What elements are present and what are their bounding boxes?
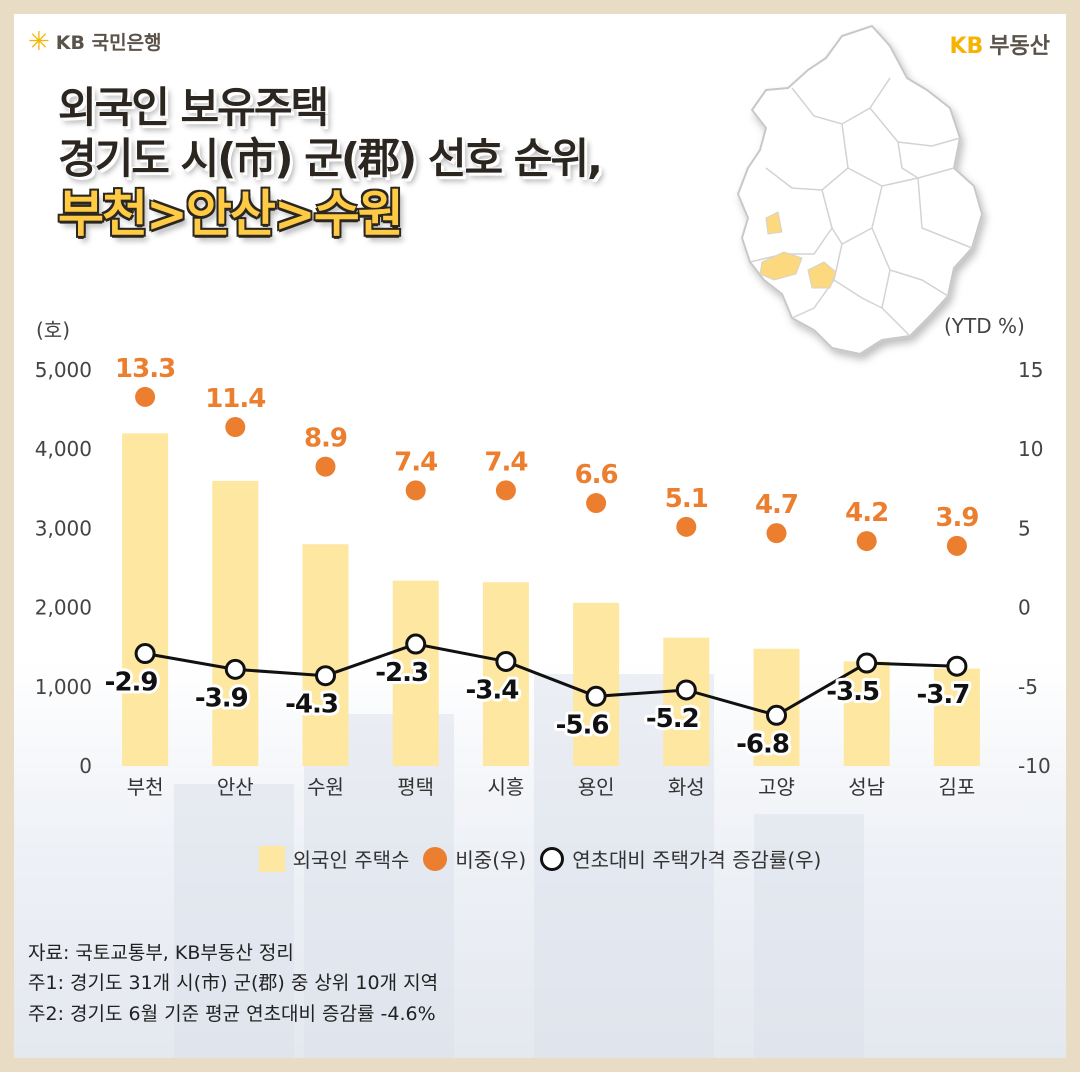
category-label: 부천 — [127, 775, 164, 799]
right-axis-tick-label: -5 — [1018, 675, 1038, 699]
bar-4 — [392, 580, 439, 766]
kb-realestate-logo: KB 부동산 — [949, 34, 1050, 59]
kb-star-icon: ✳ — [28, 26, 50, 57]
share-data-label: 4.7 — [755, 490, 798, 520]
footnote-1: 주1: 경기도 31개 시(市) 군(郡) 중 상위 10개 지역 — [28, 972, 439, 995]
bar-6 — [573, 602, 620, 766]
background-building — [304, 714, 454, 1058]
category-label: 수원 — [307, 775, 344, 799]
bar-1 — [122, 433, 169, 766]
share-dot-6 — [586, 493, 607, 514]
background-building — [174, 784, 294, 1058]
right-axis-tick-label: 10 — [1018, 437, 1043, 461]
share-dot-4 — [405, 480, 426, 501]
left-axis-tick-label: 5,000 — [35, 358, 92, 382]
share-dot-2 — [225, 417, 246, 438]
kb-bank-logo: ✳ KB 국민은행 — [28, 26, 162, 57]
price-change-marker-1 — [134, 643, 156, 665]
price-change-line — [144, 642, 957, 717]
price-change-data-label: -2.9 — [105, 668, 158, 698]
headline-line-3: 부천>안산>수원 — [58, 185, 404, 244]
share-dot-10 — [946, 535, 967, 556]
gyeonggi-map — [736, 24, 984, 356]
price-change-marker-10 — [946, 655, 968, 677]
category-label: 성남 — [848, 775, 885, 799]
price-change-marker-5 — [495, 650, 517, 672]
share-data-label: 3.9 — [935, 503, 978, 533]
price-change-data-label: -3.4 — [465, 675, 518, 705]
right-axis-tick-label: -10 — [1018, 754, 1051, 778]
price-change-data-label: -3.5 — [826, 677, 879, 707]
left-axis-unit: (호) — [36, 318, 71, 342]
bar-7 — [663, 637, 710, 766]
right-axis-tick-label: 0 — [1018, 596, 1031, 620]
background-building — [754, 814, 864, 1058]
left-axis-tick-label: 4,000 — [35, 437, 92, 461]
bar-9 — [843, 661, 890, 766]
category-label: 평택 — [397, 775, 434, 799]
price-change-data-label: -2.3 — [375, 658, 428, 688]
share-data-label: 5.1 — [665, 484, 708, 514]
chart-legend: 외국인 주택수 비중(우) 연초대비 주택가격 증감률(우) — [14, 844, 1066, 873]
share-data-label: 11.4 — [205, 384, 265, 414]
legend-ring-swatch — [540, 846, 565, 871]
infographic-card: ✳ KB 국민은행 KB 부동산 외국 — [14, 14, 1066, 1058]
price-change-marker-4 — [405, 633, 427, 655]
price-change-marker-8 — [766, 704, 787, 726]
price-change-data-label: -3.9 — [195, 683, 248, 713]
category-label: 시흥 — [487, 775, 524, 799]
headline-line-1: 외국인 보유주택 — [58, 83, 329, 132]
footnotes: 자료: 국토교통부, KB부동산 정리 주1: 경기도 31개 시(市) 군(郡… — [28, 938, 438, 1029]
left-axis-tick-label: 2,000 — [35, 596, 92, 620]
right-axis-tick-label: 15 — [1018, 358, 1043, 382]
right-axis-unit: (YTD %) — [944, 314, 1025, 338]
share-data-label: 8.9 — [304, 424, 347, 454]
price-change-marker-3 — [315, 665, 336, 687]
price-change-data-label: -5.2 — [646, 704, 699, 734]
left-axis-tick-label: 1,000 — [35, 675, 92, 699]
price-change-marker-9 — [856, 652, 878, 674]
category-label: 안산 — [217, 775, 254, 799]
share-dot-9 — [856, 531, 877, 552]
price-change-marker-7 — [675, 679, 697, 701]
share-data-label: 7.4 — [394, 447, 437, 477]
category-label: 고양 — [758, 775, 795, 799]
share-data-label: 4.2 — [845, 498, 888, 528]
bar-2 — [212, 480, 259, 766]
share-data-label: 13.3 — [115, 354, 175, 384]
share-dot-7 — [676, 516, 697, 537]
footnote-2: 주2: 경기도 6월 기준 평균 연초대비 증감률 -4.6% — [28, 1002, 436, 1025]
headline: 외국인 보유주택 경기도 시(市) 군(郡) 선호 순위, 부천>안산>수원 — [58, 82, 603, 245]
left-axis-tick-label: 3,000 — [35, 516, 92, 540]
bar-10 — [933, 668, 980, 766]
legend-item-share: 비중(우) — [423, 844, 526, 873]
share-dot-8 — [766, 523, 787, 544]
footnote-source: 자료: 국토교통부, KB부동산 정리 — [28, 942, 294, 964]
bar-5 — [482, 582, 529, 766]
share-dot-5 — [495, 480, 516, 501]
legend-item-housing-count: 외국인 주택수 — [258, 844, 409, 873]
category-label: 용인 — [578, 775, 615, 799]
price-change-data-label: -5.6 — [556, 710, 609, 740]
left-axis-tick-label: 0 — [79, 754, 92, 778]
price-change-marker-2 — [224, 658, 246, 680]
share-dot-3 — [315, 456, 336, 477]
legend-dot-swatch — [423, 846, 448, 871]
legend-bar-swatch — [258, 845, 285, 872]
share-data-label: 7.4 — [484, 447, 527, 477]
legend-item-price-change: 연초대비 주택가격 증감률(우) — [540, 844, 821, 873]
share-data-label: 6.6 — [575, 460, 618, 490]
price-change-data-label: -3.7 — [916, 680, 969, 710]
category-label: 화성 — [668, 775, 705, 799]
price-change-marker-6 — [585, 685, 607, 707]
chart-canvas: 5,000 4,000 3,000 2,000 1,000 0 15 10 5 0 -5 -10 부천 안… — [35, 354, 1051, 799]
bar-3 — [302, 544, 349, 766]
headline-line-2: 경기도 시(市) 군(郡) 선호 순위, — [58, 134, 603, 184]
share-dot-1 — [135, 386, 156, 407]
right-axis-tick-label: 5 — [1018, 516, 1031, 540]
price-change-data-label: -6.8 — [736, 729, 789, 759]
category-label: 김포 — [938, 775, 975, 799]
price-change-data-label: -4.3 — [285, 690, 338, 720]
